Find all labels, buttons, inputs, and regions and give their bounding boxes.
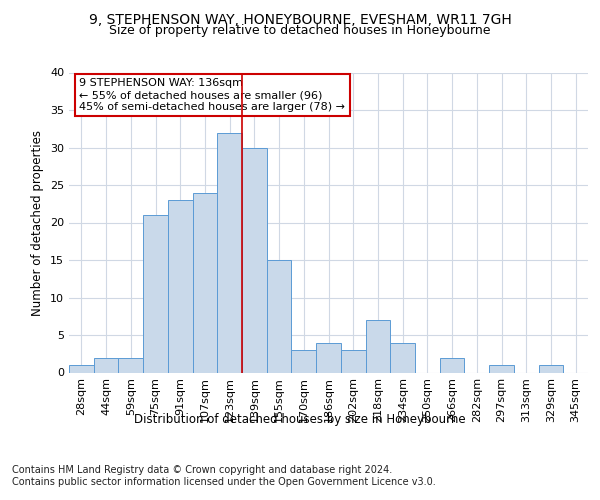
Bar xyxy=(292,350,316,372)
Bar xyxy=(168,200,193,372)
Bar xyxy=(69,365,94,372)
Bar xyxy=(267,260,292,372)
Text: Size of property relative to detached houses in Honeybourne: Size of property relative to detached ho… xyxy=(109,24,491,37)
Text: 9 STEPHENSON WAY: 136sqm
← 55% of detached houses are smaller (96)
45% of semi-d: 9 STEPHENSON WAY: 136sqm ← 55% of detach… xyxy=(79,78,346,112)
Bar xyxy=(118,358,143,372)
Bar xyxy=(440,358,464,372)
Text: 9, STEPHENSON WAY, HONEYBOURNE, EVESHAM, WR11 7GH: 9, STEPHENSON WAY, HONEYBOURNE, EVESHAM,… xyxy=(89,12,511,26)
Bar xyxy=(489,365,514,372)
Bar xyxy=(242,148,267,372)
Bar xyxy=(365,320,390,372)
Y-axis label: Number of detached properties: Number of detached properties xyxy=(31,130,44,316)
Bar xyxy=(193,192,217,372)
Bar xyxy=(143,215,168,372)
Bar xyxy=(316,342,341,372)
Bar xyxy=(539,365,563,372)
Text: Contains HM Land Registry data © Crown copyright and database right 2024.
Contai: Contains HM Land Registry data © Crown c… xyxy=(12,465,436,486)
Bar xyxy=(94,358,118,372)
Bar xyxy=(217,132,242,372)
Bar xyxy=(341,350,365,372)
Bar xyxy=(390,342,415,372)
Text: Distribution of detached houses by size in Honeybourne: Distribution of detached houses by size … xyxy=(134,412,466,426)
